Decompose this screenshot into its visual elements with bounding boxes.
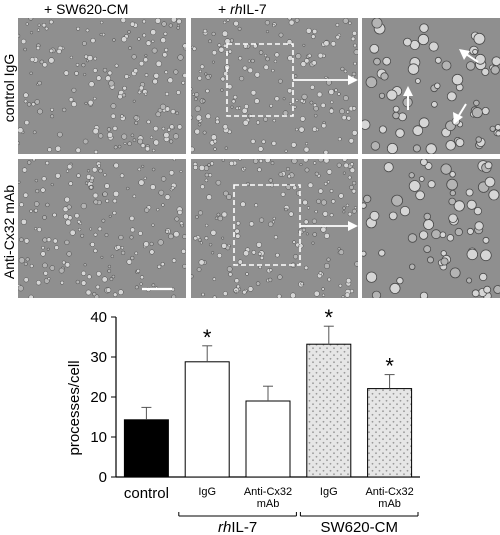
y-tick-label: 40 [90, 309, 107, 326]
cell-texture [362, 18, 500, 154]
x-tick-label: Anti-Cx32 [244, 486, 292, 498]
micrograph-image [18, 18, 186, 154]
significance-asterisk: * [385, 354, 394, 379]
row-label-anti-cx32: Anti-Cx32 mAb [1, 184, 17, 280]
column-label-prefix: + [44, 1, 57, 17]
row-label-control-igg: control IgG [1, 53, 17, 123]
x-tick-label: IgG [198, 486, 216, 498]
bar [123, 419, 169, 478]
column-label-text: IL-7 [242, 1, 267, 17]
process-arrow [403, 86, 413, 110]
micrograph-rhil7-control-igg [191, 18, 358, 154]
bar [245, 400, 291, 478]
bar [184, 361, 230, 478]
bar [306, 343, 352, 478]
micrograph-zoom-anti-cx32 [362, 159, 500, 298]
column-label-prefix: + [218, 1, 231, 17]
micrograph-image [191, 159, 358, 298]
cell-texture [191, 159, 358, 298]
micrograph-image [362, 18, 500, 154]
micrograph-rhil7-anti-cx32 [191, 159, 358, 298]
zoom-arrow-head [348, 221, 358, 231]
cell-texture [191, 18, 358, 154]
significance-asterisk: * [203, 325, 212, 350]
y-axis-title: processes/cell [66, 360, 83, 455]
column-label-text: SW620-CM [56, 1, 129, 17]
x-tick-label: Anti-Cx32 [365, 486, 413, 498]
y-tick-label: 30 [90, 349, 107, 366]
column-label-rhil7: + rhIL-7 [218, 1, 267, 17]
zoom-arrow-head [348, 75, 358, 85]
cell-texture [362, 159, 500, 298]
process-arrow [453, 103, 467, 124]
micrograph-sw620-anti-cx32 [18, 159, 186, 298]
x-tick-label: control [124, 485, 169, 502]
cell-texture [18, 159, 186, 298]
column-label-sw620-cm: + SW620-CM [44, 1, 128, 17]
y-tick-label: 20 [90, 389, 107, 406]
micrograph-image [18, 159, 186, 298]
process-arrow [459, 49, 479, 63]
zoom-region-box [226, 43, 294, 117]
x-tick-label: IgG [320, 486, 338, 498]
micrograph-image [362, 159, 500, 298]
micrograph-image [191, 18, 358, 154]
micrograph-zoom-control-igg [362, 18, 500, 154]
significance-asterisk: * [325, 305, 334, 330]
column-label-italic: rh [230, 1, 243, 17]
cell-texture [18, 18, 186, 154]
bar [367, 388, 413, 478]
x-tick-label: mAb [378, 498, 401, 510]
group-label: rhIL-7 [218, 519, 257, 535]
y-tick-label: 10 [90, 429, 107, 446]
x-tick-label: mAb [257, 498, 280, 510]
micrograph-sw620-control-igg [18, 18, 186, 154]
group-label: SW620-CM [320, 519, 398, 535]
y-tick-label: 0 [99, 469, 107, 486]
zoom-region-box [233, 184, 301, 266]
